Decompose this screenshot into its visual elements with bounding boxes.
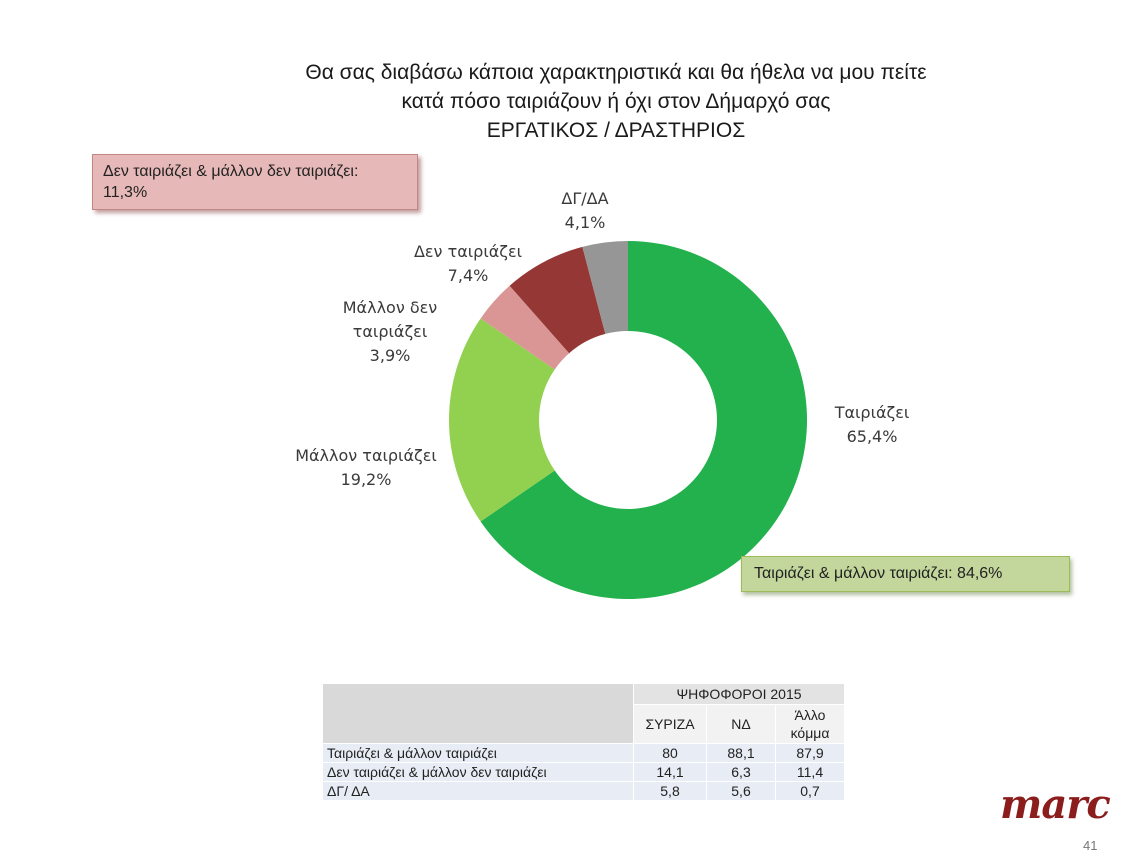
slice-rather-not-fits [480, 285, 570, 370]
cell-value: 5,8 [633, 781, 707, 800]
slice-fits [480, 241, 807, 599]
voters-crosstab-table: ΨΗΦΟΦΟΡΟΙ 2015 ΣΥΡΙΖΑ ΝΔ Άλλο κόμμα Ταιρ… [323, 684, 844, 800]
cell-value: 11,4 [775, 762, 844, 782]
donut-slices [449, 241, 807, 599]
slice-label-not-fits: Δεν ταιριάζει 7,4% [414, 242, 522, 285]
table-corner-cell [323, 684, 634, 744]
cell-value: 87,9 [775, 743, 844, 763]
column-header-nd: ΝΔ [706, 704, 776, 744]
cell-value: 6,3 [706, 762, 776, 782]
slice-label-dk-na: ΔΓ/ΔΑ 4,1% [561, 189, 608, 232]
negative-callout-label: Δεν ταιριάζει & μάλλον δεν ταιριάζει: [103, 163, 359, 180]
negative-callout-value: 11,3% [103, 184, 148, 201]
page-number: 41 [1083, 838, 1098, 853]
table-row: ΔΓ/ ΔΑ 5,8 5,6 0,7 [323, 781, 844, 800]
slice-label-fits: Ταιριάζει 65,4% [834, 403, 910, 446]
slice-not-fits [509, 246, 606, 354]
chart-title: Θα σας διαβάσω κάποια χαρακτηριστικά και… [0, 58, 1138, 145]
marc-logo: marc [1000, 781, 1111, 828]
row-label: Ταιριάζει & μάλλον ταιριάζει [323, 743, 634, 763]
table-row: Δεν ταιριάζει & μάλλον δεν ταιριάζει 14,… [323, 762, 844, 782]
row-label: ΔΓ/ ΔΑ [323, 781, 634, 800]
column-header-other: Άλλο κόμμα [775, 704, 844, 744]
cell-value: 80 [633, 743, 707, 763]
table-row: Ταιριάζει & μάλλον ταιριάζει 80 88,1 87,… [323, 743, 844, 763]
positive-summary-callout: Ταιριάζει & μάλλον ταιριάζει: 84,6% [741, 556, 1070, 592]
cell-value: 88,1 [706, 743, 776, 763]
table-header-row-2: ΣΥΡΙΖΑ ΝΔ Άλλο κόμμα [323, 704, 844, 744]
slice-labels: Ταιριάζει 65,4% Μάλλον ταιριάζει 19,2% Μάλλο… [295, 189, 909, 489]
cell-value: 5,6 [706, 781, 776, 800]
column-header-syriza: ΣΥΡΙΖΑ [633, 704, 707, 744]
title-line-2: κατά πόσο ταιριάζουν ή όχι στον Δήμαρχό … [401, 90, 831, 113]
cell-value: 0,7 [775, 781, 844, 800]
slice-label-rather-fits: Μάλλον ταιριάζει 19,2% [295, 446, 437, 489]
table-header-row-1: ΨΗΦΟΦΟΡΟΙ 2015 [323, 684, 844, 744]
negative-summary-callout: Δεν ταιριάζει & μάλλον δεν ταιριάζει: 11… [92, 154, 418, 210]
slice-dk-na [582, 241, 628, 334]
cell-value: 14,1 [633, 762, 707, 782]
title-line-1: Θα σας διαβάσω κάποια χαρακτηριστικά και… [305, 61, 927, 84]
slice-rather-fits [449, 318, 555, 522]
table-group-header: ΨΗΦΟΦΟΡΟΙ 2015 [633, 684, 844, 705]
row-label: Δεν ταιριάζει & μάλλον δεν ταιριάζει [323, 762, 634, 782]
slice-label-rather-not-fits: Μάλλον δεν ταιριάζει 3,9% [343, 298, 438, 365]
title-line-3: ΕΡΓΑΤΙΚΟΣ / ΔΡΑΣΤΗΡΙΟΣ [486, 119, 746, 142]
